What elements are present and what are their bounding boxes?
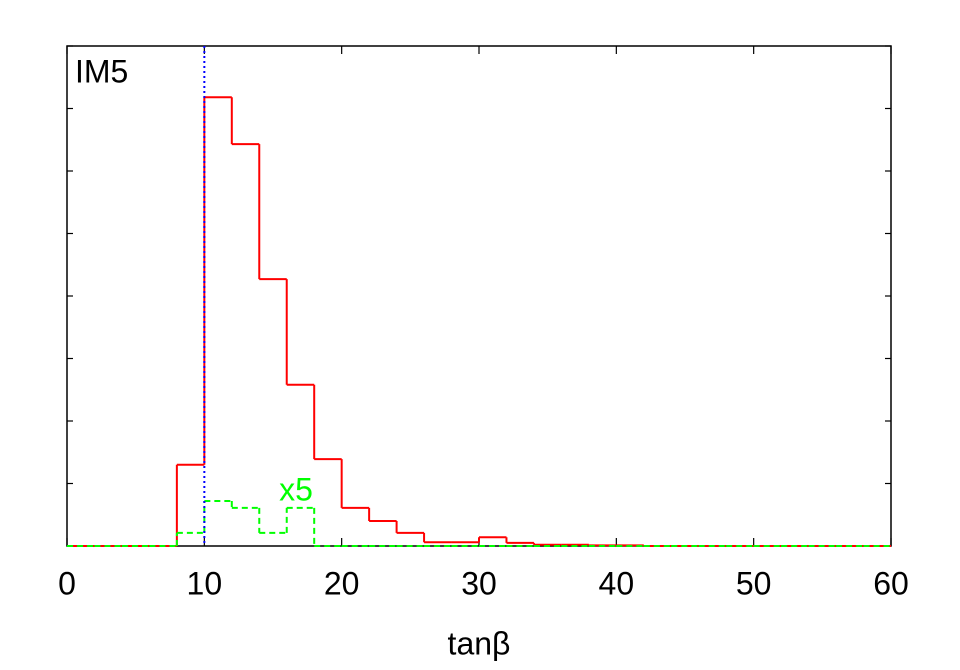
x-tick-label: 0 bbox=[58, 565, 76, 601]
x-tick-label: 60 bbox=[873, 565, 909, 601]
x-tick-label: 20 bbox=[324, 565, 360, 601]
x-tick-label: 30 bbox=[461, 565, 497, 601]
annotation: x5 bbox=[279, 471, 313, 507]
x-tick-label: 50 bbox=[736, 565, 772, 601]
x-tick-label: 40 bbox=[599, 565, 635, 601]
plot-frame bbox=[66, 45, 892, 547]
panel-label: IM5 bbox=[75, 53, 128, 89]
x-axis-label: tanβ bbox=[448, 625, 511, 661]
x-tick-label: 10 bbox=[187, 565, 223, 601]
